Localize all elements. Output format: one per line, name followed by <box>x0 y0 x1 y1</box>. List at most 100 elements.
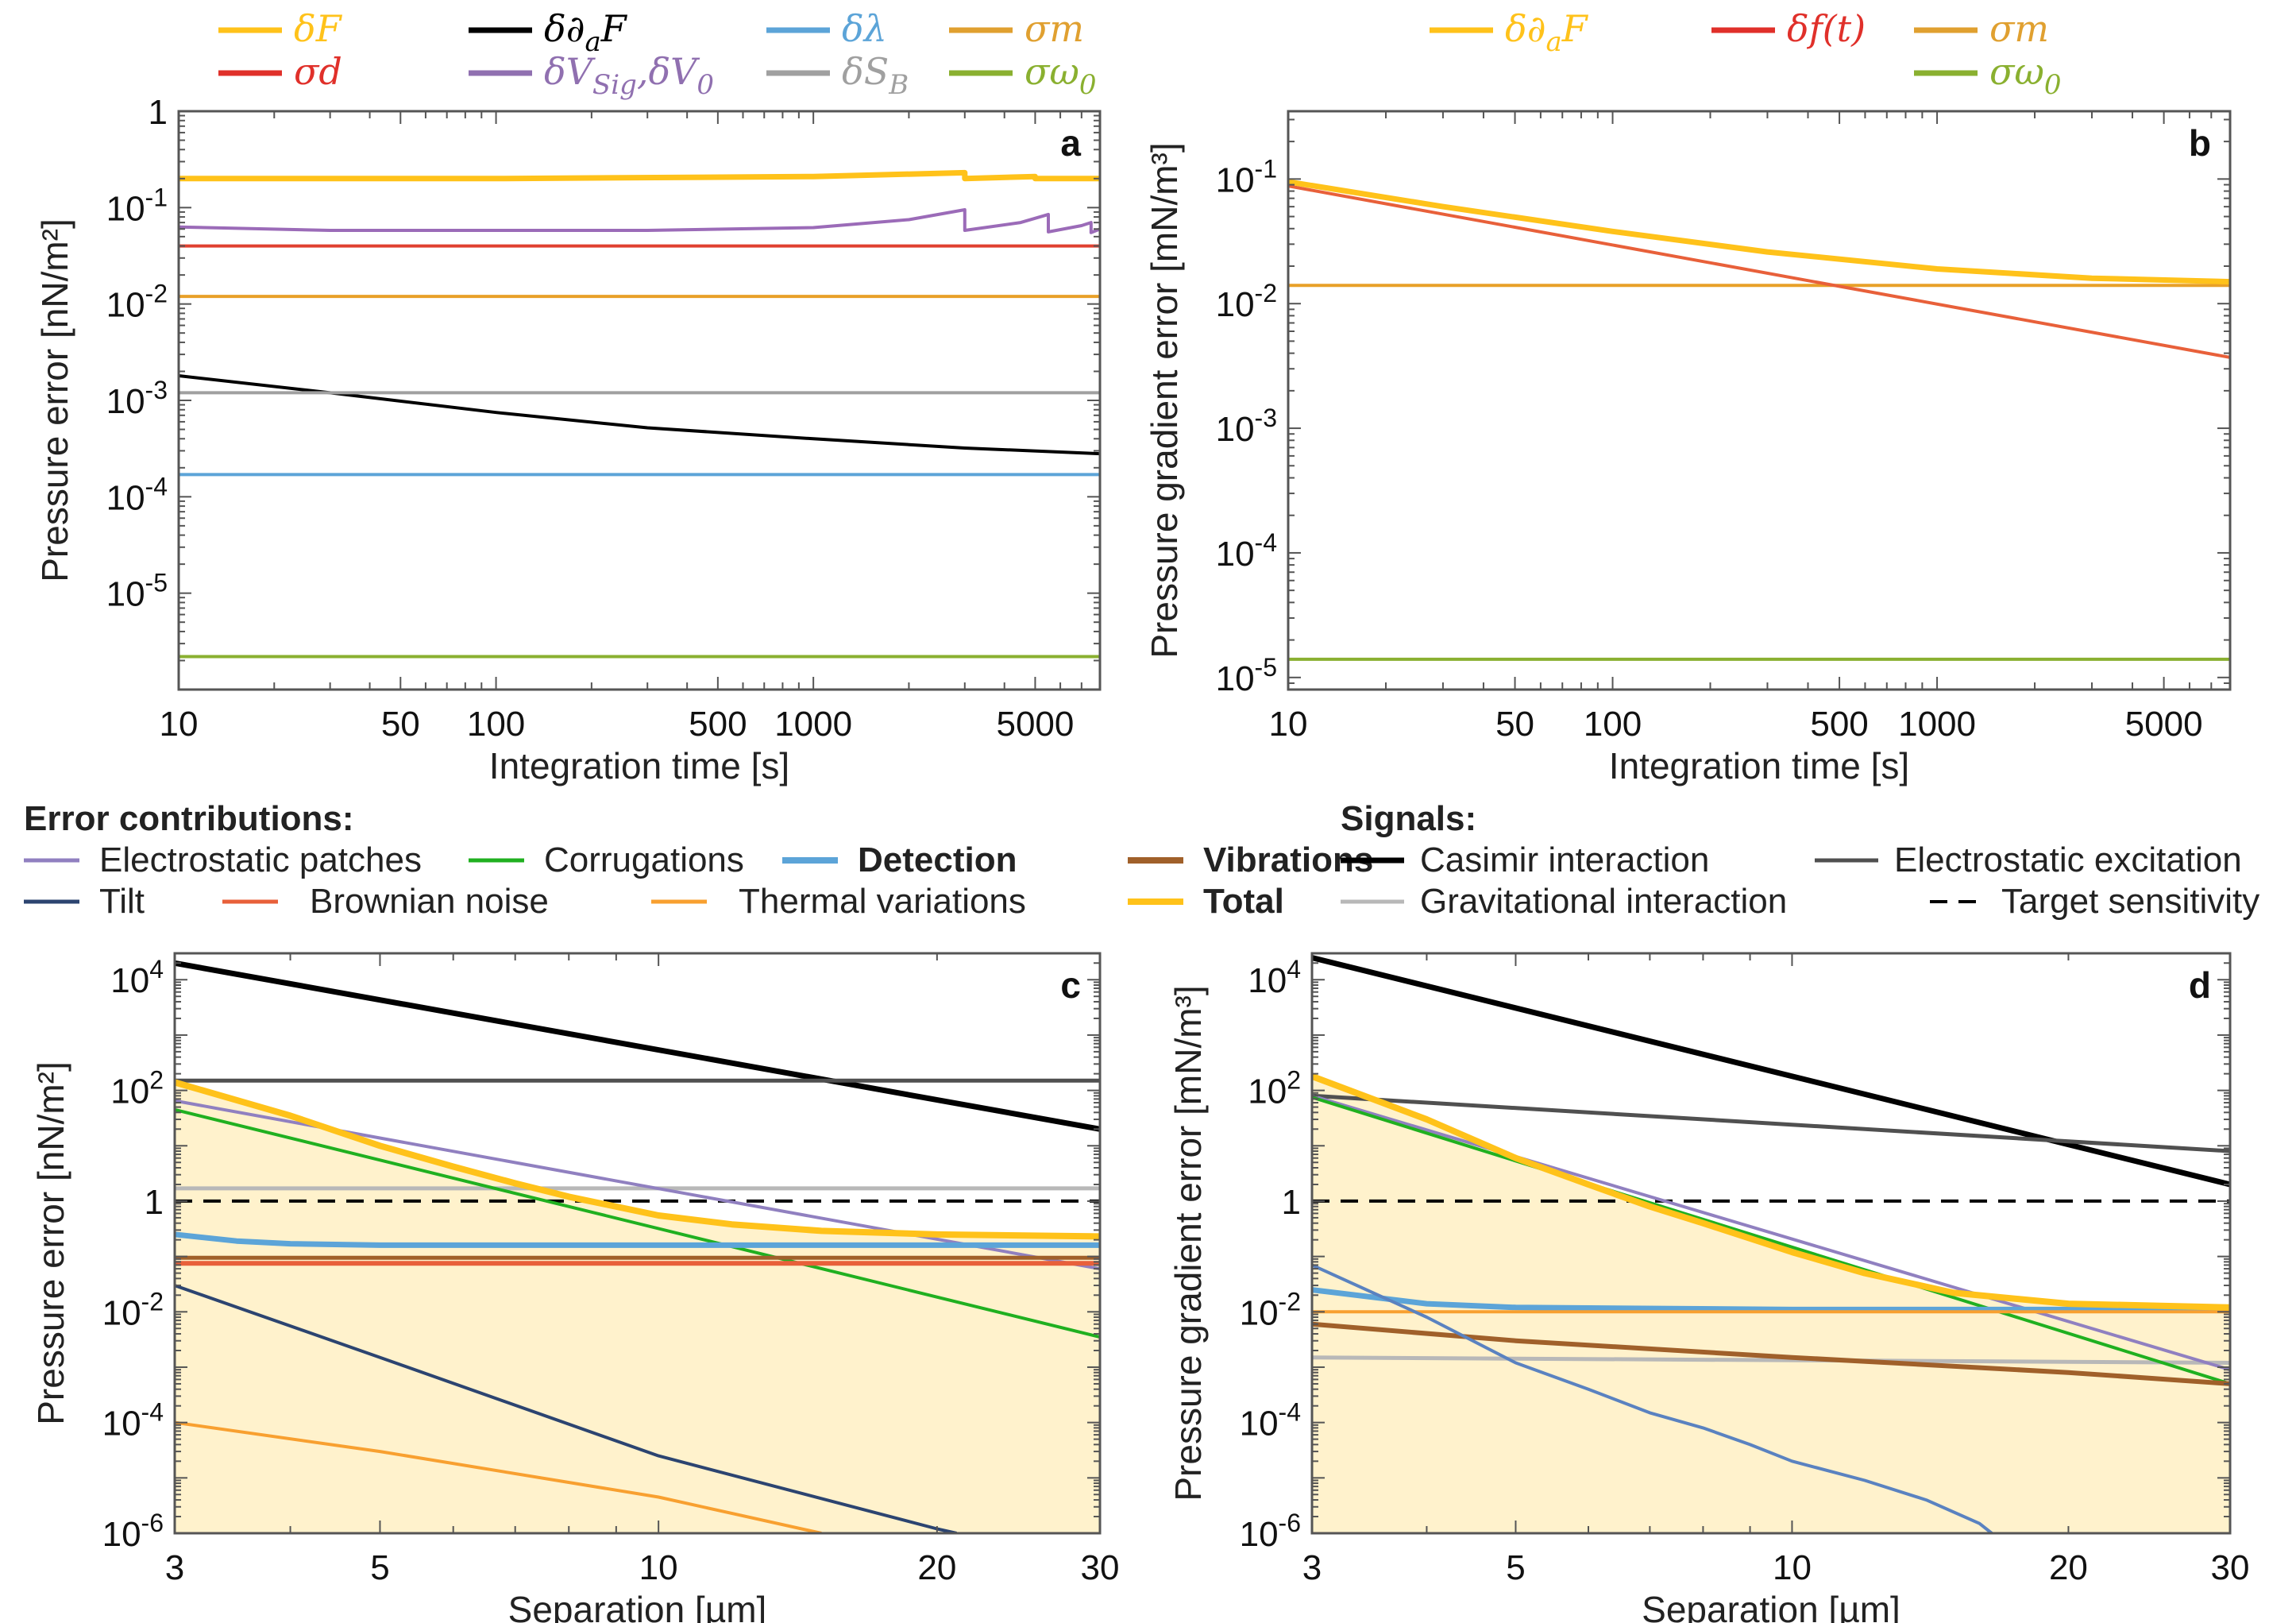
panel-letter: c <box>1060 964 1081 1006</box>
legend-label: Casimir interaction <box>1420 840 1709 879</box>
y-tick-label: 10-5 <box>106 569 168 614</box>
series-tilt <box>1312 1263 1993 1533</box>
legend-label: Brownian noise <box>310 882 549 921</box>
legend-label: Corrugations <box>544 840 744 879</box>
legend-item-brownian-noise: Brownian noise <box>222 882 549 921</box>
legend-item-f-t: δf(t) <box>1711 7 1866 50</box>
error-contributions-title: Error contributions: <box>24 799 354 838</box>
plot-frame <box>1287 110 2232 691</box>
x-tick-label: 100 <box>1584 705 1642 744</box>
legend-item-gravitational-interaction: Gravitational interaction <box>1341 882 1787 921</box>
x-axis-label: Separation [µm] <box>1642 1589 1900 1623</box>
series-gravitational-interaction <box>1312 1355 2230 1365</box>
series-detection <box>175 1231 1100 1248</box>
x-tick-label: 5 <box>370 1548 389 1587</box>
total-fill-region <box>1312 1076 2230 1533</box>
y-tick-label: 10-1 <box>106 183 168 228</box>
panel-d: 3 5 10 20 30 104 102 1 10-2 10-4 10-6 Separation [µ… <box>1167 952 2250 1623</box>
y-tick-label: 10-3 <box>1216 404 1277 449</box>
y-tick-label: 1 <box>1282 1183 1301 1222</box>
plot-area <box>179 169 1100 659</box>
series-vsig-v0 <box>179 208 1100 234</box>
y-tick-label: 10-2 <box>1216 279 1277 324</box>
legend-item-thermal-variations: Thermal variations <box>651 882 1026 921</box>
y-tick-label: 1 <box>149 93 168 132</box>
legend-item-: δλ <box>766 7 887 50</box>
y-tick-label: 102 <box>1248 1066 1301 1111</box>
series-tilt <box>175 1284 957 1533</box>
y-axis-label: Pressure error [nN/m²] <box>30 1061 71 1425</box>
legend-label: δSB <box>842 50 909 101</box>
legend-item-sb: δSB <box>766 50 909 101</box>
plot-area <box>175 960 1100 1533</box>
x-tick-label: 100 <box>467 705 525 744</box>
x-tick-label: 20 <box>917 1548 956 1587</box>
x-tick-label: 1000 <box>774 705 852 744</box>
panel-b: 10 50 100 500 1000 5000 10-1 10-2 10-3 10-4 10-5 In… <box>1144 7 2232 786</box>
panel-c: 3 5 10 20 30 104 102 1 10-2 10-4 10-6 Separation [µ… <box>30 952 1120 1623</box>
legend-item-d: σd <box>218 50 342 93</box>
y-tick-label: 104 <box>1248 955 1301 1000</box>
x-tick-label: 20 <box>2049 1548 2088 1587</box>
y-tick-label: 10-5 <box>1216 653 1277 698</box>
x-tick-label: 30 <box>2211 1548 2250 1587</box>
legend-item-0: σω0 <box>1914 50 2062 101</box>
series-f-t <box>1288 184 2230 359</box>
legend-item-af: δ∂aF <box>469 7 628 58</box>
plot-frame <box>1310 952 2232 1535</box>
legend-label: σω0 <box>1989 50 2062 101</box>
x-tick-label: 5000 <box>996 705 1074 744</box>
x-tick-label: 5 <box>1506 1548 1525 1587</box>
legend-label: Thermal variations <box>739 882 1026 921</box>
legend-label: σd <box>294 50 342 93</box>
x-tick-label: 10 <box>639 1548 678 1587</box>
x-tick-label: 30 <box>1081 1548 1120 1587</box>
x-tick-label: 10 <box>1773 1548 1812 1587</box>
legend-label: Gravitational interaction <box>1420 882 1787 921</box>
legend-item-vibrations: Vibrations <box>1128 840 1373 879</box>
series-total <box>175 1079 1100 1240</box>
plot-area <box>1288 179 2230 661</box>
x-tick-label: 10 <box>160 705 199 744</box>
x-tick-label: 500 <box>1810 705 1868 744</box>
legend-item-af: δ∂aF <box>1430 7 1589 58</box>
series-corrugations <box>1312 1096 2230 1385</box>
legend-label: σm <box>1989 7 2049 50</box>
y-tick-label: 10-6 <box>102 1509 164 1554</box>
plot-area <box>1312 955 2230 1533</box>
legend-item-m: σm <box>949 7 1084 50</box>
x-tick-label: 3 <box>165 1548 184 1587</box>
series-vibrations <box>1312 1321 2230 1386</box>
legend-item-f: δF <box>218 7 343 50</box>
panel-letter: d <box>2189 964 2211 1006</box>
series-af <box>179 374 1100 456</box>
legend-item-detection: Detection <box>782 840 1017 879</box>
legend-label: Target sensitivity <box>2001 882 2259 921</box>
legend-item-corrugations: Corrugations <box>469 840 744 879</box>
legend-label: δVSig,δV0 <box>544 50 714 101</box>
y-tick-label: 10-6 <box>1240 1509 1301 1554</box>
legend-label: δf(t) <box>1787 7 1866 50</box>
series-electrostatic-excitation <box>1312 1093 2230 1153</box>
legend-label: Total <box>1203 882 1284 921</box>
y-tick-label: 10-4 <box>1216 528 1277 574</box>
x-tick-label: 3 <box>1302 1548 1322 1587</box>
series-casimir-interaction <box>1312 955 2230 1188</box>
y-tick-label: 102 <box>110 1066 164 1111</box>
x-tick-label: 1000 <box>1898 705 1976 744</box>
y-tick-label: 1 <box>145 1183 164 1222</box>
legend-label: Electrostatic patches <box>99 840 422 879</box>
y-tick-label: 10-1 <box>1216 154 1277 199</box>
legend-item-m: σm <box>1914 7 2049 50</box>
series-f <box>179 169 1100 182</box>
series-thermal-variations <box>175 1420 822 1533</box>
legend-item-tilt: Tilt <box>24 882 145 921</box>
total-fill-region <box>175 1082 1100 1533</box>
legend-label: Tilt <box>99 882 145 921</box>
x-tick-label: 500 <box>689 705 747 744</box>
panel-letter: b <box>2189 122 2211 164</box>
series-af <box>1288 179 2230 285</box>
legend-label: δ∂aF <box>544 7 628 58</box>
y-tick-label: 10-4 <box>106 472 168 517</box>
x-tick-label: 10 <box>1269 705 1308 744</box>
